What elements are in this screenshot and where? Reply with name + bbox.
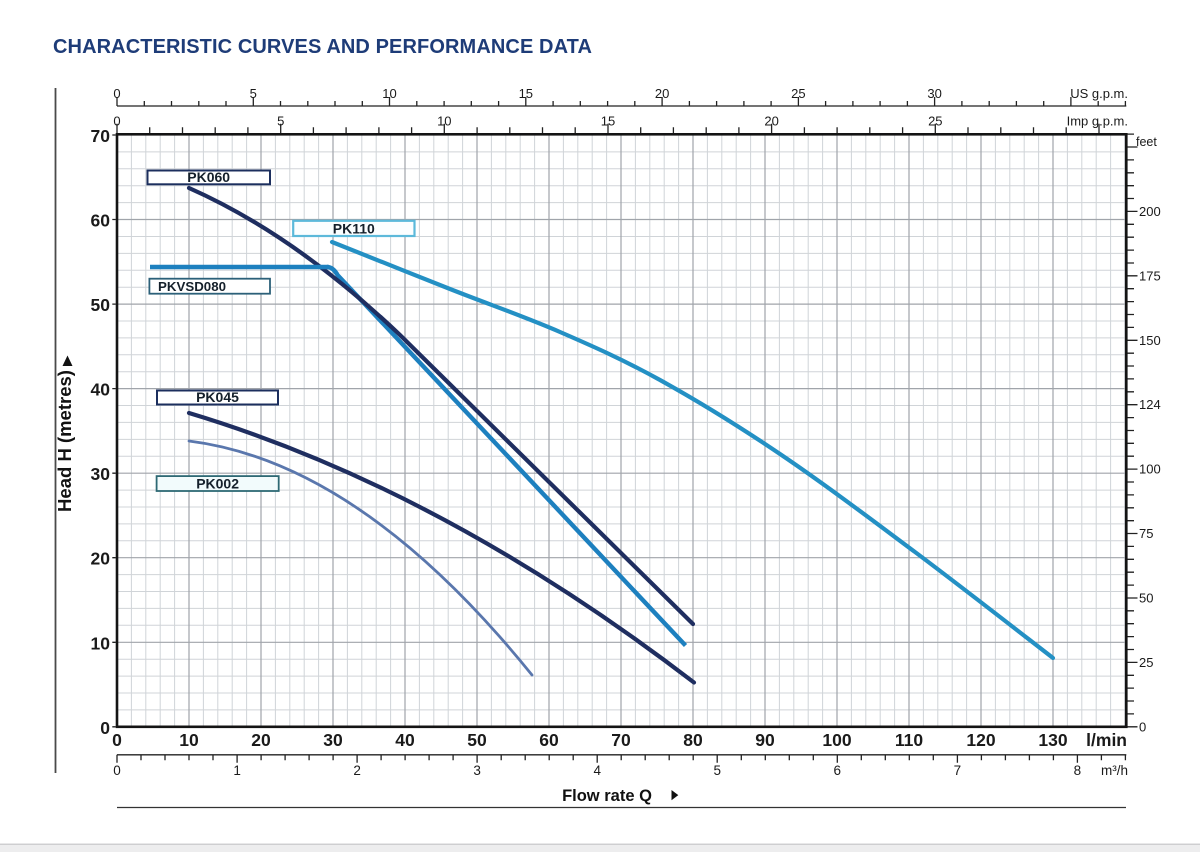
svg-text:Imp g.p.m.: Imp g.p.m. [1067, 114, 1128, 129]
svg-text:70: 70 [91, 126, 111, 146]
svg-text:25: 25 [791, 86, 805, 101]
svg-text:Flow rate Q: Flow rate Q [562, 787, 652, 805]
svg-text:50: 50 [467, 730, 487, 750]
svg-text:3: 3 [473, 763, 481, 778]
svg-text:10: 10 [179, 730, 199, 750]
svg-text:PK110: PK110 [333, 221, 375, 237]
svg-text:60: 60 [91, 211, 111, 231]
svg-text:PKVSD080: PKVSD080 [158, 279, 226, 294]
svg-text:60: 60 [539, 730, 559, 750]
svg-text:30: 30 [91, 464, 111, 484]
svg-text:15: 15 [601, 114, 615, 129]
svg-text:0: 0 [113, 763, 121, 778]
svg-text:0: 0 [1139, 719, 1146, 734]
svg-text:5: 5 [713, 763, 721, 778]
svg-text:20: 20 [91, 549, 111, 569]
svg-text:5: 5 [250, 86, 257, 101]
svg-text:m³/h: m³/h [1101, 763, 1128, 778]
svg-text:10: 10 [91, 633, 111, 653]
svg-text:6: 6 [834, 763, 842, 778]
svg-text:80: 80 [683, 730, 703, 750]
svg-text:feet: feet [1136, 135, 1157, 149]
svg-text:0: 0 [112, 730, 122, 750]
svg-text:25: 25 [928, 114, 942, 129]
svg-text:10: 10 [437, 114, 451, 129]
svg-text:90: 90 [755, 730, 775, 750]
svg-text:40: 40 [91, 380, 111, 400]
svg-text:200: 200 [1139, 204, 1161, 219]
svg-text:150: 150 [1139, 333, 1161, 348]
svg-text:CHARACTERISTIC CURVES AND PERF: CHARACTERISTIC CURVES AND PERFORMANCE DA… [53, 36, 592, 58]
svg-text:2: 2 [353, 763, 361, 778]
svg-text:75: 75 [1139, 526, 1153, 541]
svg-text:30: 30 [323, 730, 343, 750]
svg-text:50: 50 [1139, 591, 1153, 606]
svg-text:Head H (metres): Head H (metres) [54, 370, 75, 512]
svg-text:124: 124 [1139, 397, 1161, 412]
svg-text:PK045: PK045 [196, 389, 239, 405]
svg-text:25: 25 [1139, 655, 1153, 670]
svg-text:30: 30 [927, 86, 941, 101]
svg-text:110: 110 [895, 730, 923, 750]
svg-text:1: 1 [233, 763, 241, 778]
svg-text:US g.p.m.: US g.p.m. [1070, 86, 1128, 101]
svg-text:100: 100 [1139, 462, 1161, 477]
svg-text:5: 5 [277, 114, 284, 129]
svg-text:8: 8 [1074, 763, 1082, 778]
svg-text:20: 20 [764, 114, 778, 129]
svg-text:120: 120 [966, 730, 995, 750]
svg-text:7: 7 [954, 763, 962, 778]
svg-text:50: 50 [91, 295, 111, 315]
svg-text:4: 4 [593, 763, 601, 778]
svg-text:20: 20 [251, 730, 271, 750]
svg-text:70: 70 [611, 730, 631, 750]
svg-text:l/min: l/min [1086, 730, 1127, 750]
svg-text:0: 0 [113, 86, 120, 101]
svg-text:10: 10 [382, 86, 396, 101]
svg-text:40: 40 [395, 730, 415, 750]
svg-text:15: 15 [519, 86, 533, 101]
svg-text:0: 0 [100, 718, 110, 738]
svg-text:175: 175 [1139, 268, 1161, 283]
svg-text:PK002: PK002 [196, 476, 239, 492]
svg-text:20: 20 [655, 86, 669, 101]
svg-text:PK060: PK060 [187, 169, 230, 185]
svg-text:0: 0 [113, 114, 120, 129]
svg-text:130: 130 [1038, 730, 1067, 750]
svg-text:100: 100 [822, 730, 851, 750]
